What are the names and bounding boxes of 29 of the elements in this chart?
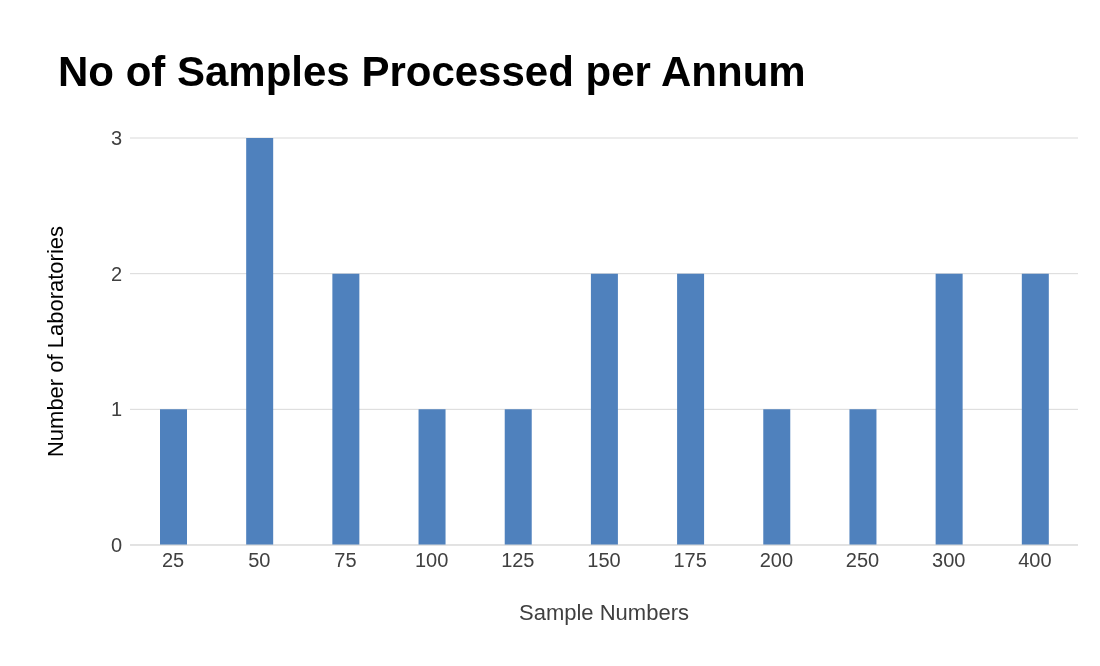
bar (246, 138, 274, 545)
bar (590, 273, 618, 545)
y-tick-label: 0 (110, 534, 122, 557)
x-tick-label: 75 (334, 549, 357, 572)
chart-title: No of Samples Processed per Annum (58, 48, 806, 96)
y-tick-label: 2 (110, 262, 122, 285)
bar (332, 273, 360, 545)
x-tick-label: 175 (673, 549, 707, 572)
x-tick-label: 150 (587, 549, 621, 572)
y-tick-label: 1 (110, 398, 122, 421)
x-tick-label: 250 (845, 549, 880, 572)
bar (418, 409, 446, 545)
bar (849, 409, 877, 545)
x-tick-label: 50 (248, 549, 271, 572)
x-tick-label: 400 (1018, 549, 1052, 572)
x-axis-title: Sample Numbers (519, 600, 689, 625)
bar (935, 273, 963, 545)
bar (504, 409, 532, 545)
x-tick-label: 100 (414, 549, 449, 572)
bar (160, 409, 187, 545)
bar (677, 273, 705, 545)
y-axis-title: Number of Laboratories (42, 225, 68, 458)
bar (763, 409, 791, 545)
x-tick-label: 200 (759, 549, 794, 572)
bar (1021, 273, 1049, 545)
x-tick-label: 25 (161, 549, 185, 572)
y-tick-label: 3 (110, 127, 122, 150)
x-tick-label: 125 (501, 549, 535, 572)
x-tick-label: 300 (932, 549, 966, 572)
